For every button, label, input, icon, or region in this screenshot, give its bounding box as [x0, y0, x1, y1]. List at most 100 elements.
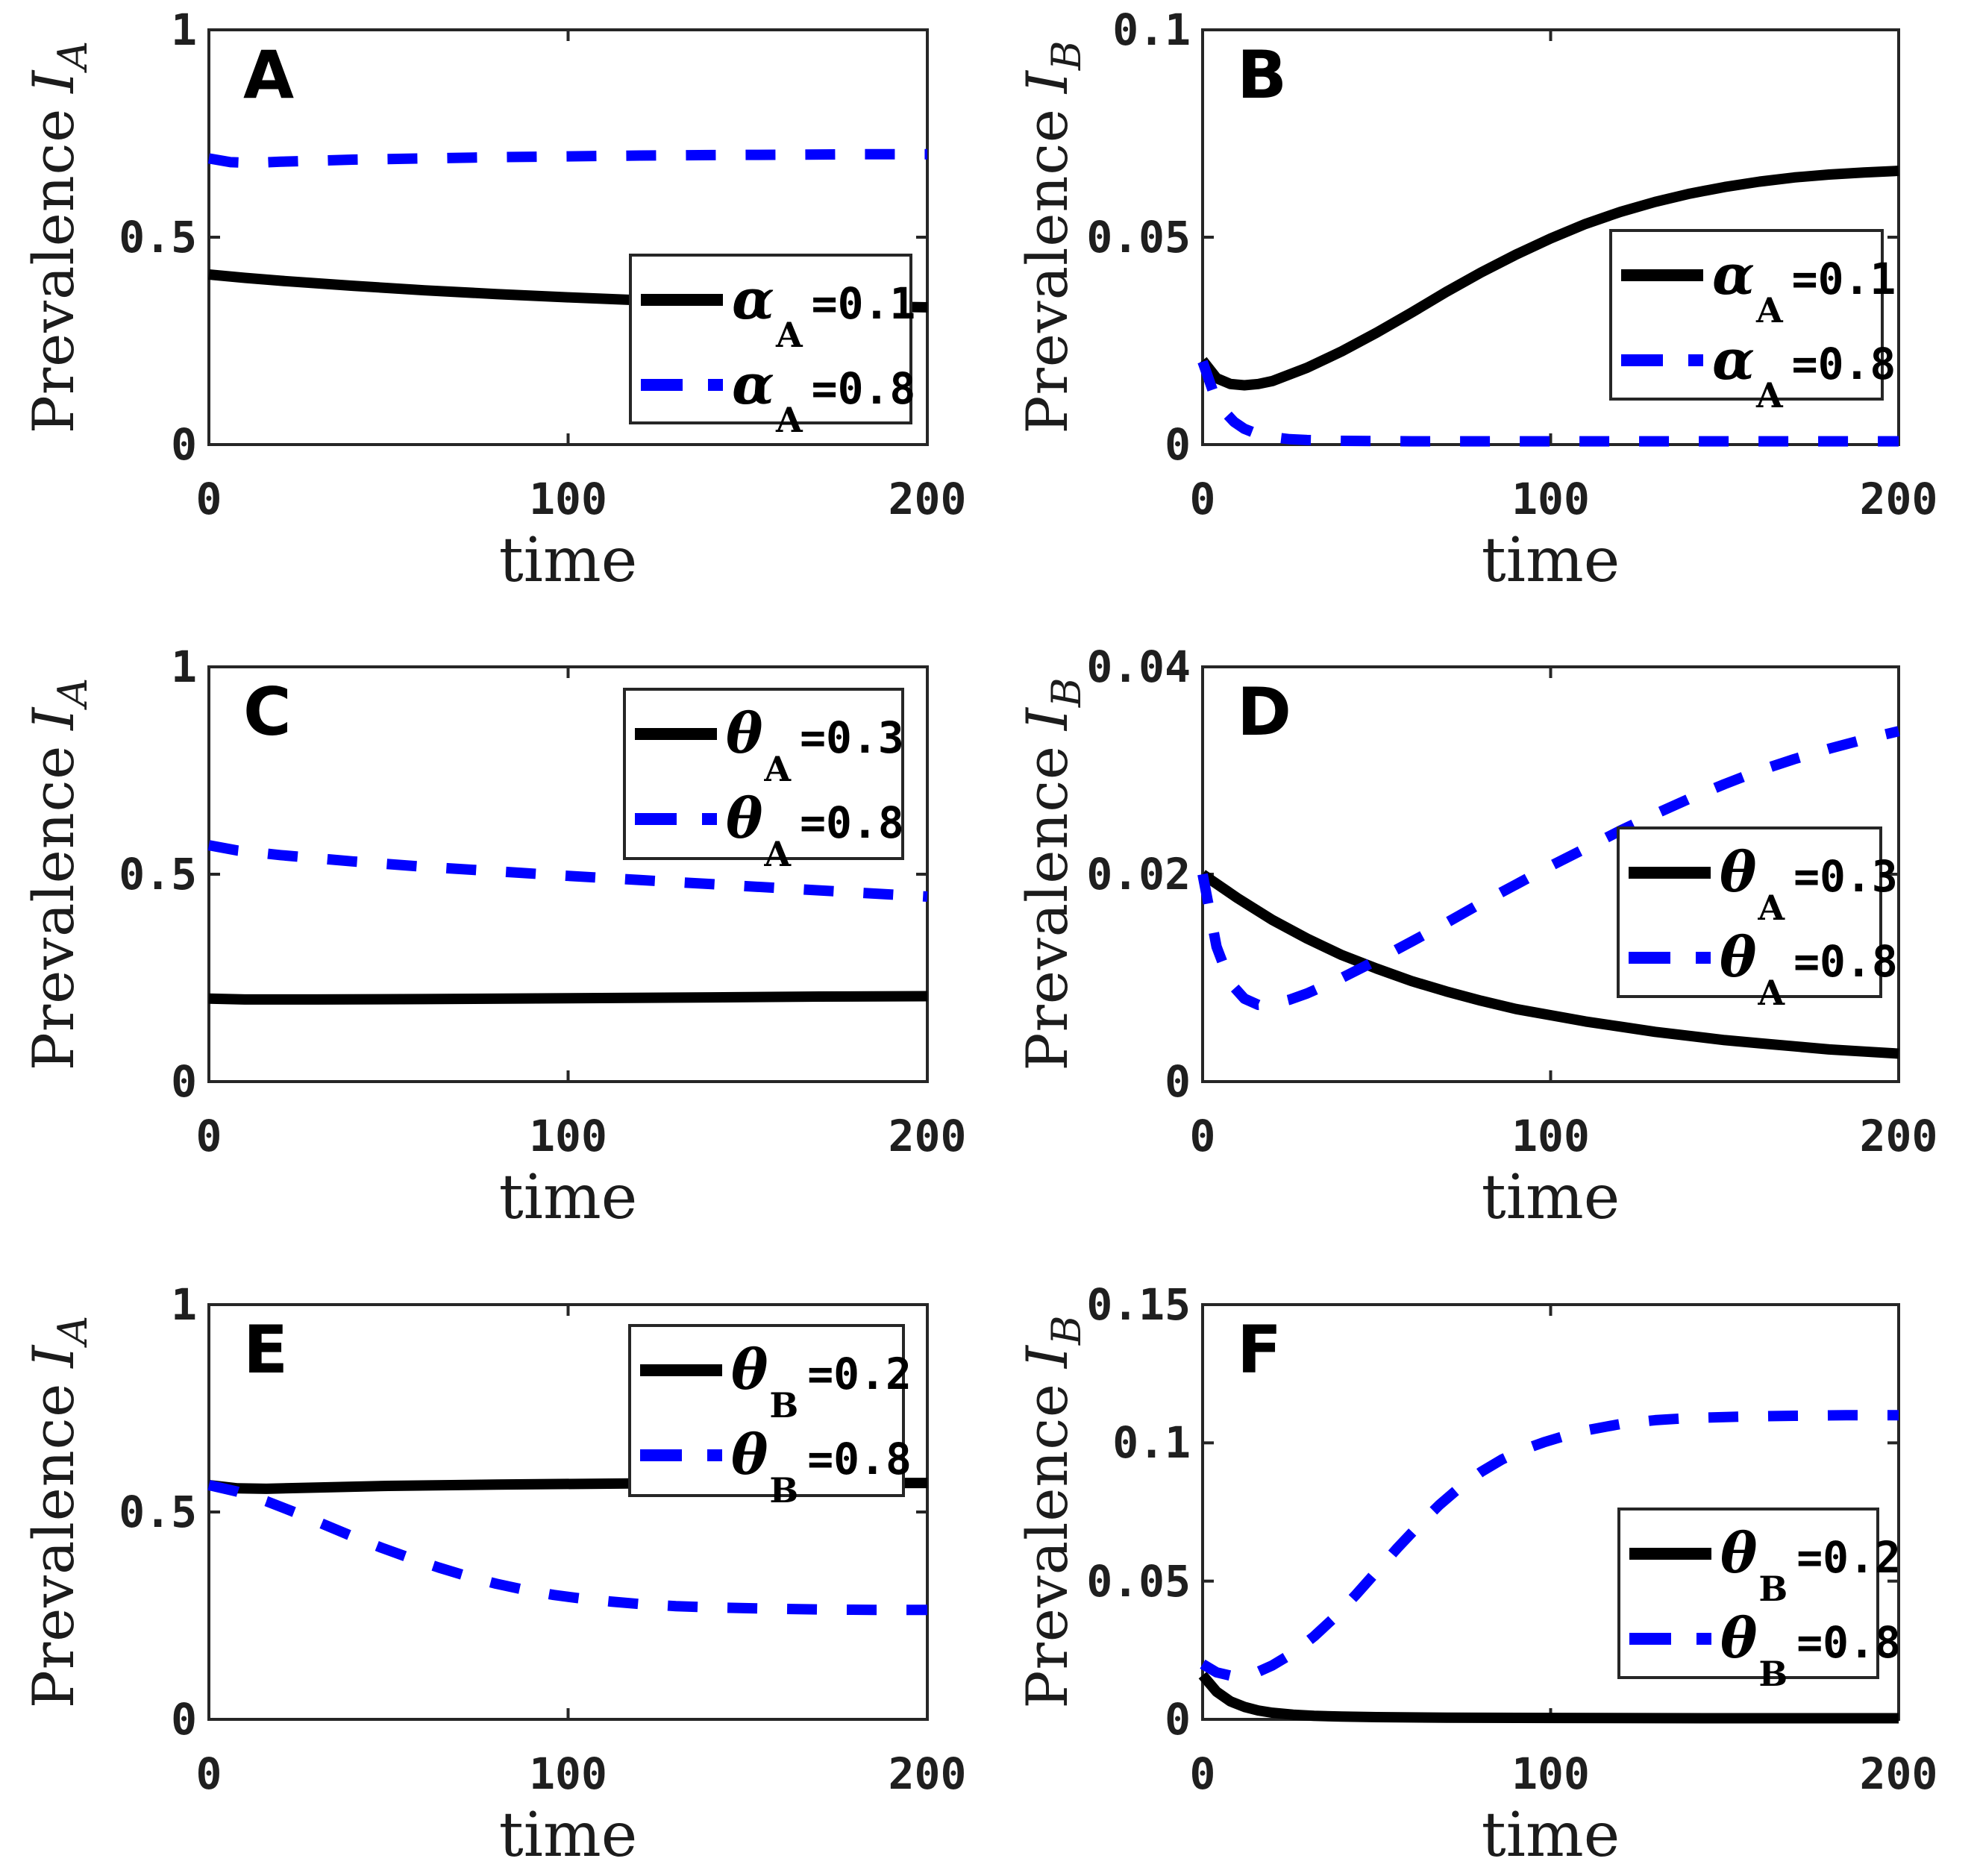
y-axis-label-text: Prevalence [20, 744, 87, 1071]
legend-entry: αA=0.8 [1612, 324, 1896, 415]
x-axis-label: time [498, 1162, 638, 1233]
legend-entry: θB=0.8 [631, 1419, 912, 1510]
y-tick-label: 0 [171, 1056, 197, 1107]
legend-box: θA=0.3 θA=0.8 [623, 688, 904, 874]
x-tick-label: 0 [195, 1111, 222, 1161]
curve-dashed [207, 1480, 927, 1616]
x-tick-label: 100 [1511, 1111, 1590, 1161]
y-tick-label: 0.5 [119, 1487, 197, 1537]
x-axis-label: time [1481, 1162, 1620, 1233]
legend-symbol: α [1712, 243, 1755, 307]
legend-box: θA=0.3 θA=0.8 [1617, 826, 1898, 1013]
x-axis-label: time [498, 525, 638, 596]
y-axis-label-text: Prevalence [20, 107, 87, 434]
panel-letter: A [243, 37, 295, 113]
legend-symbol-subscript: B [769, 1385, 799, 1425]
y-tick-label: 1 [171, 4, 197, 55]
legend-entry: αA=0.8 [632, 349, 915, 440]
x-tick-label: 100 [529, 474, 607, 524]
y-axis-variable: I [1014, 70, 1080, 94]
y-tick-label: 1 [171, 1279, 197, 1330]
y-axis-variable: I [20, 69, 87, 93]
curve-solid [1200, 870, 1899, 1059]
legend-line-swatch [640, 1364, 722, 1376]
legend-value: =0.8 [807, 1434, 912, 1484]
y-tick-label: 0 [171, 419, 197, 470]
panel-letter: F [1237, 1311, 1282, 1388]
curve-solid [1198, 1672, 1899, 1724]
x-tick-label: 0 [1189, 1748, 1216, 1799]
curve-dashed [1200, 1410, 1899, 1681]
legend-box: αA=0.1 αA=0.8 [1609, 229, 1896, 415]
y-tick-label: 0.5 [119, 849, 197, 900]
curve-solid [1198, 166, 1899, 391]
legend-symbol: θ [731, 1338, 768, 1402]
legend-value: =0.2 [807, 1349, 912, 1399]
x-tick-label: 200 [1859, 474, 1938, 524]
legend-symbol-subscript: A [764, 749, 792, 789]
y-tick-label: 0 [1165, 1056, 1191, 1107]
legend-entry: θB=0.2 [1620, 1518, 1901, 1609]
panel-letter: C [243, 674, 292, 750]
y-tick-label: 0.05 [1086, 1555, 1191, 1607]
x-tick-label: 0 [195, 474, 222, 524]
x-axis-label: time [1481, 525, 1620, 596]
legend-entry: θA=0.3 [1620, 837, 1898, 928]
legend-symbol: θ [1720, 1607, 1758, 1671]
curve-dashed [207, 840, 928, 902]
x-tick-label: 100 [529, 1111, 607, 1161]
legend-symbol: α [732, 353, 774, 417]
x-tick-label: 200 [1859, 1111, 1938, 1161]
plot-area [207, 665, 929, 1083]
y-axis-variable: I [20, 1344, 87, 1368]
legend-symbol: θ [726, 702, 763, 766]
legend-symbol: θ [1720, 926, 1757, 990]
legend-entry: αA=0.1 [632, 264, 915, 355]
x-tick-label: 200 [888, 1748, 967, 1799]
plot-area [1197, 28, 1900, 447]
legend-value: =0.3 [800, 712, 904, 763]
legend-symbol-subscript: A [1758, 888, 1785, 928]
legend-symbol-subscript: A [1758, 973, 1785, 1013]
x-tick-label: 0 [1189, 1111, 1216, 1161]
panel-letter: B [1237, 37, 1288, 113]
legend-symbol: θ [1720, 1522, 1758, 1586]
legend-line-swatch [1629, 1548, 1711, 1560]
y-axis-label-text: Prevalence [20, 1382, 87, 1709]
legend-box: θB=0.2 θB=0.8 [1617, 1508, 1901, 1694]
x-tick-label: 100 [1511, 474, 1590, 524]
curve-dashed [1197, 360, 1899, 447]
y-tick-label: 0.05 [1086, 212, 1191, 263]
x-tick-label: 200 [888, 474, 967, 524]
legend-value: =0.3 [1793, 851, 1898, 902]
legend-symbol-subscript: A [775, 400, 803, 440]
legend-value: =0.8 [1791, 339, 1896, 389]
curve-dashed [207, 148, 927, 169]
legend-symbol: α [732, 268, 774, 332]
legend-entry: θB=0.8 [1620, 1603, 1901, 1694]
legend-symbol-subscript: A [1755, 375, 1783, 415]
x-axis-label: time [498, 1800, 638, 1871]
curve-solid [208, 991, 928, 1005]
legend-symbol-subscript: B [1758, 1569, 1788, 1609]
legend-line-swatch [635, 813, 717, 825]
legend-value: =0.1 [811, 278, 916, 329]
x-tick-label: 200 [888, 1111, 967, 1161]
y-tick-label: 0.04 [1086, 641, 1191, 692]
legend-line-swatch [641, 294, 723, 306]
panel-letter: D [1237, 674, 1292, 750]
legend-symbol: θ [726, 787, 763, 851]
legend-entry: αA=0.1 [1612, 239, 1896, 330]
legend-symbol-subscript: B [769, 1470, 799, 1510]
legend-entry: θB=0.2 [631, 1334, 912, 1425]
y-axis-variable: I [1014, 707, 1080, 731]
plot-area [1198, 1303, 1900, 1724]
plot-area [1197, 665, 1900, 1083]
legend-value: =0.2 [1796, 1532, 1901, 1583]
legend-symbol-subscript: A [1755, 290, 1783, 330]
legend-symbol-subscript: A [775, 315, 803, 355]
legend-value: =0.8 [800, 797, 904, 848]
legend-box: αA=0.1 αA=0.8 [629, 254, 915, 440]
x-tick-label: 100 [529, 1748, 607, 1799]
